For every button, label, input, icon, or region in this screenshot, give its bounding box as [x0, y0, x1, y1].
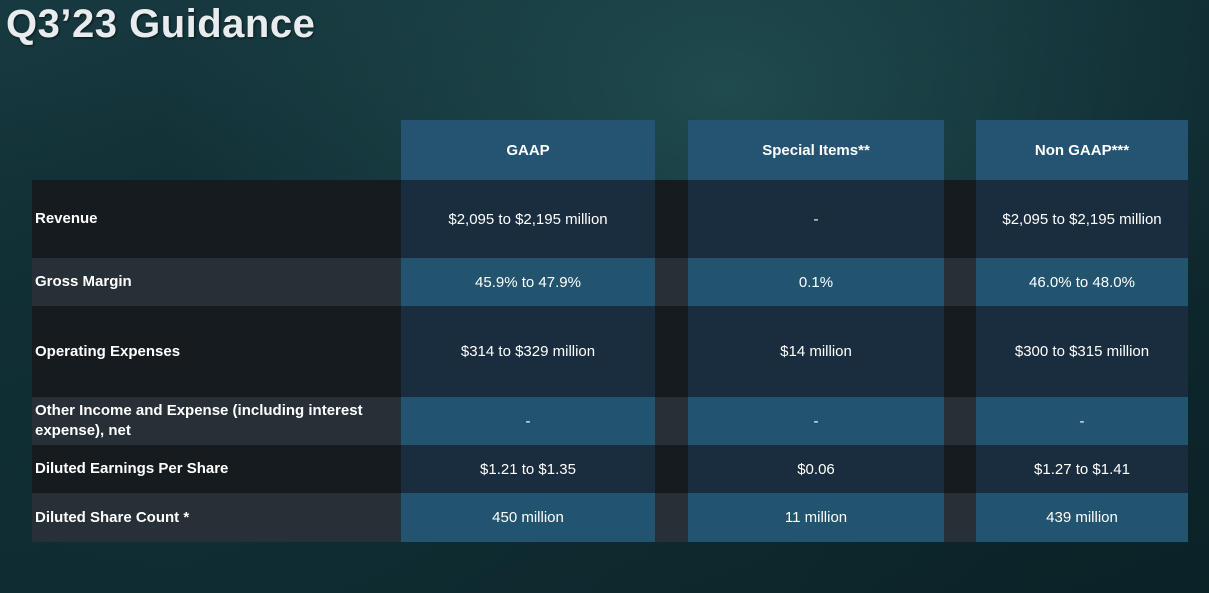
cell-non-gaap: 439 million — [976, 493, 1188, 542]
table-row-operating-expenses: Operating Expenses $314 to $329 million … — [32, 306, 1188, 397]
cell-special-items: $0.06 — [688, 445, 944, 493]
cell-gaap: 45.9% to 47.9% — [401, 258, 655, 306]
header-non-gaap: Non GAAP*** — [976, 120, 1188, 180]
table-row-revenue: Revenue $2,095 to $2,195 million - $2,09… — [32, 180, 1188, 258]
cell-special-items: 11 million — [688, 493, 944, 542]
cell-gaap: $2,095 to $2,195 million — [401, 180, 655, 258]
cell-gaap: $1.21 to $1.35 — [401, 445, 655, 493]
row-label: Gross Margin — [35, 273, 132, 290]
row-label: Diluted Earnings Per Share — [35, 460, 229, 477]
header-special-items: Special Items** — [688, 120, 944, 180]
row-label: Operating Expenses — [35, 342, 181, 360]
page-title: Q3’23 Guidance — [6, 2, 316, 46]
table-row-gross-margin: Gross Margin 45.9% to 47.9% 0.1% 46.0% t… — [32, 258, 1188, 306]
cell-gaap: 450 million — [401, 493, 655, 542]
cell-gaap: $314 to $329 million — [401, 306, 655, 397]
cell-special-items: - — [688, 397, 944, 445]
cell-special-items: $14 million — [688, 306, 944, 397]
row-label: Other Income and Expense (including inte… — [35, 402, 363, 439]
row-label: Revenue — [35, 210, 98, 227]
table-header-row: GAAP Special Items** Non GAAP*** — [32, 120, 1188, 180]
cell-non-gaap: $300 to $315 million — [976, 306, 1188, 397]
table-row-other-income: Other Income and Expense (including inte… — [32, 397, 1188, 445]
cell-special-items: - — [688, 180, 944, 258]
cell-non-gaap: $2,095 to $2,195 million — [976, 180, 1188, 258]
table-row-diluted-share-count: Diluted Share Count * 450 million 11 mil… — [32, 493, 1188, 542]
cell-non-gaap: - — [976, 397, 1188, 445]
row-label: Diluted Share Count * — [35, 508, 190, 526]
table-row-diluted-eps: Diluted Earnings Per Share $1.21 to $1.3… — [32, 445, 1188, 493]
cell-special-items: 0.1% — [688, 258, 944, 306]
cell-non-gaap: 46.0% to 48.0% — [976, 258, 1188, 306]
cell-gaap: - — [401, 397, 655, 445]
cell-non-gaap: $1.27 to $1.41 — [976, 445, 1188, 493]
header-gaap: GAAP — [401, 120, 655, 180]
